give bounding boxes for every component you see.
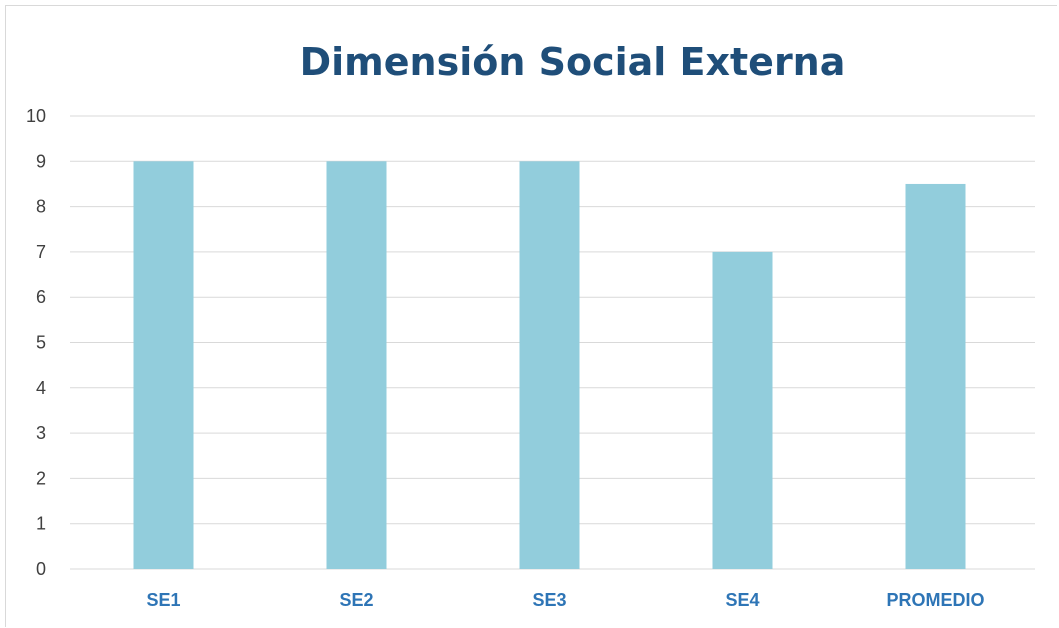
chart-title: Dimensión Social Externa bbox=[299, 40, 846, 84]
x-category-label: SE1 bbox=[146, 590, 180, 610]
bar-se2 bbox=[326, 161, 387, 570]
x-category-label: SE3 bbox=[532, 590, 566, 610]
x-category-label: PROMEDIO bbox=[886, 590, 984, 610]
bar-promedio bbox=[905, 183, 966, 569]
y-tick-label: 1 bbox=[36, 514, 46, 534]
y-tick-label: 8 bbox=[36, 197, 46, 217]
y-tick-label: 9 bbox=[36, 151, 46, 171]
y-tick-label: 10 bbox=[26, 106, 46, 126]
y-tick-label: 2 bbox=[36, 468, 46, 488]
bars bbox=[133, 161, 966, 570]
y-tick-label: 7 bbox=[36, 242, 46, 262]
y-tick-label: 6 bbox=[36, 287, 46, 307]
x-category-label: SE4 bbox=[725, 590, 759, 610]
x-category-label: SE2 bbox=[339, 590, 373, 610]
bar-se4 bbox=[712, 251, 773, 569]
bar-se3 bbox=[519, 161, 580, 570]
y-tick-label: 4 bbox=[36, 378, 46, 398]
y-tick-label: 0 bbox=[36, 559, 46, 579]
y-tick-label: 5 bbox=[36, 333, 46, 353]
y-axis-ticks: 0 1 2 3 4 5 6 7 8 9 10 bbox=[26, 106, 46, 579]
y-tick-label: 3 bbox=[36, 423, 46, 443]
chart-frame bbox=[5, 5, 1057, 627]
x-axis-labels: SE1 SE2 SE3 SE4 PROMEDIO bbox=[146, 590, 984, 610]
bar-se1 bbox=[133, 161, 194, 570]
